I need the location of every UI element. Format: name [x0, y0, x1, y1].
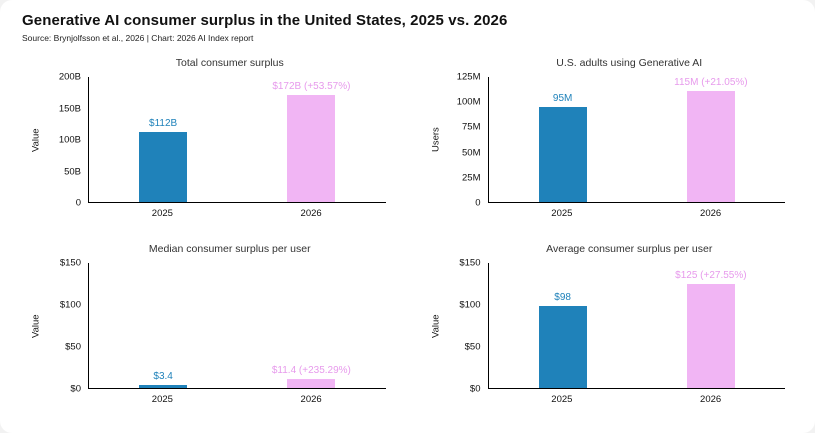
chart-body: Value $0 $50 $100 $150 $98 $125 (+27.55%) 20… [428, 258, 786, 405]
x-tick-label: 2025 [151, 208, 173, 219]
y-tick-label: 25M [462, 172, 481, 184]
bar-value-label: $11.4 (+235.29%) [271, 364, 351, 376]
bar-slot-2025: $112B [89, 77, 237, 202]
bar-2026 [686, 91, 735, 202]
bar-2025 [139, 385, 188, 388]
y-tick-label: $150 [459, 257, 481, 269]
chart-body: Value 0 50B 100B 150B 200B $112B $172B (+53.5… [28, 72, 386, 219]
x-axis: 2025 2026 [488, 208, 786, 219]
y-axis-label: Value [430, 314, 441, 338]
bar-slot-2026: $11.4 (+235.29%) [237, 263, 385, 388]
plot-area: $98 $125 (+27.55%) [487, 263, 785, 389]
bar-slot-2026: $172B (+53.57%) [237, 77, 385, 202]
y-tick-label: $100 [59, 299, 81, 311]
bar-slot-2026: 115M (+21.05%) [637, 77, 785, 202]
chart-total-consumer-surplus: Total consumer surplus Value 0 50B 100B 150… [28, 57, 386, 219]
bar-value-label: $3.4 [153, 371, 173, 383]
y-tick-label: $100 [459, 299, 481, 311]
y-axis: 0 25M 50M 75M 100M 125M [444, 72, 488, 209]
y-axis-label: Value [30, 128, 42, 152]
x-tick-label: 2026 [700, 394, 722, 405]
chart-body: Value $0 $50 $100 $150 $3.4 $11.4 (+235.29%)… [28, 258, 386, 405]
bar-slot-2025: 95M [489, 77, 637, 202]
bar-slot-2025: $98 [489, 263, 637, 388]
bar-2026 [686, 283, 735, 388]
page-title: Generative AI consumer surplus in the Un… [22, 12, 508, 29]
y-tick-label: 150B [58, 103, 81, 114]
y-tick-label: 100B [58, 134, 81, 146]
bar-value-label: $112B [149, 118, 178, 129]
x-tick-label: 2026 [700, 208, 722, 219]
bar-value-label: $125 (+27.55%) [675, 269, 747, 281]
y-axis-label: Users [430, 127, 441, 153]
chart-title: Median consumer surplus per user [148, 243, 311, 255]
y-tick-label: $0 [70, 383, 81, 395]
bar-2025 [139, 132, 188, 202]
bar-2026 [287, 378, 336, 388]
chart-title: Average consumer surplus per user [546, 243, 713, 255]
x-axis: 2025 2026 [488, 394, 786, 405]
bar-value-label: $172B (+53.57%) [272, 80, 351, 92]
charts-grid: Total consumer surplus Value 0 50B 100B 150… [22, 57, 791, 405]
x-tick-label: 2026 [300, 394, 322, 405]
bar-value-label: $98 [554, 292, 571, 304]
y-tick-label: $0 [469, 383, 481, 395]
y-tick-label: 50M [462, 147, 481, 159]
y-tick-label: 200B [58, 71, 81, 83]
chart-body: Users 0 25M 50M 75M 100M 125M 95M 115M (+21.05… [428, 72, 786, 219]
y-axis: 0 50B 100B 150B 200B [44, 72, 88, 209]
y-tick-label: 0 [75, 197, 81, 209]
x-tick-label: 2026 [300, 208, 322, 219]
chart-median-consumer-surplus-per-user: Median consumer surplus per user Value $… [28, 243, 386, 405]
y-axis: $0 $50 $100 $150 [444, 258, 488, 395]
bar-value-label: 115M (+21.05%) [674, 77, 748, 88]
source-caption: Source: Brynjolfsson et al., 2026 | Char… [22, 33, 254, 43]
chart-title: U.S. adults using Generative AI [556, 57, 703, 69]
y-axis: $0 $50 $100 $150 [44, 258, 88, 395]
y-tick-label: 125M [456, 71, 481, 83]
chart-average-consumer-surplus-per-user: Average consumer surplus per user Value … [428, 243, 786, 405]
x-tick-label: 2025 [551, 208, 573, 219]
bar-slot-2025: $3.4 [89, 263, 237, 388]
plot-area: $112B $172B (+53.57%) [88, 77, 386, 203]
bar-2025 [538, 107, 587, 202]
y-tick-label: 0 [475, 197, 481, 209]
bar-2025 [538, 306, 587, 388]
y-axis-label: Value [30, 314, 42, 338]
y-tick-label: $50 [464, 341, 481, 353]
x-tick-label: 2025 [151, 394, 173, 405]
y-tick-label: $150 [59, 257, 81, 269]
chart-title: Total consumer surplus [175, 57, 284, 69]
y-tick-label: 100M [456, 96, 481, 108]
y-tick-label: 50B [64, 166, 81, 177]
y-tick-label: 75M [462, 121, 481, 133]
x-tick-label: 2025 [551, 394, 573, 405]
x-axis: 2025 2026 [88, 394, 386, 405]
bar-slot-2026: $125 (+27.55%) [637, 263, 785, 388]
y-tick-label: $50 [65, 341, 81, 353]
plot-area: 95M 115M (+21.05%) [487, 77, 785, 203]
x-axis: 2025 2026 [88, 208, 386, 219]
bar-2026 [287, 94, 336, 202]
plot-area: $3.4 $11.4 (+235.29%) [88, 263, 386, 389]
bar-value-label: 95M [552, 93, 573, 104]
